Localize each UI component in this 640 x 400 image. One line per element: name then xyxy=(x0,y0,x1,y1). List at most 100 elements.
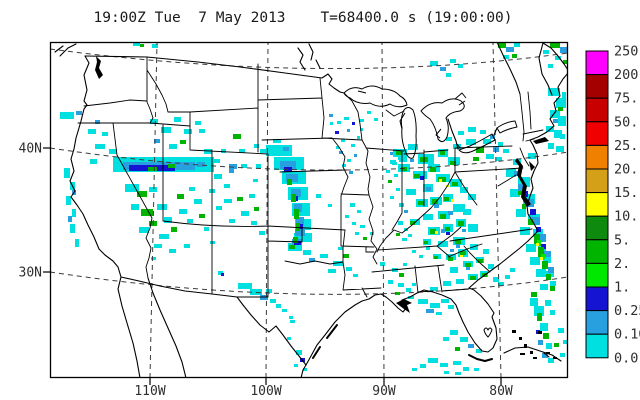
precip-cell xyxy=(563,340,567,344)
precip-cell xyxy=(363,237,367,240)
precip-cell xyxy=(445,227,450,231)
precip-cell xyxy=(294,233,312,242)
precip-cell xyxy=(95,120,100,124)
colorbar-tick-label: 250. xyxy=(614,44,640,60)
precip-cell xyxy=(410,159,414,162)
precip-cell xyxy=(320,254,328,258)
precip-cell xyxy=(558,328,564,333)
precip-cell xyxy=(414,174,420,178)
precip-cell xyxy=(543,333,549,339)
precip-cell xyxy=(154,244,162,248)
colorbar-box xyxy=(585,121,609,146)
colorbar-tick-label: 1. xyxy=(614,280,630,296)
precip-cell xyxy=(550,286,555,291)
precip-cell xyxy=(125,184,139,192)
precip-cell xyxy=(218,271,223,275)
precip-cell xyxy=(204,149,212,154)
precip-cell xyxy=(354,154,357,157)
precip-cell xyxy=(420,176,424,180)
precip-cell xyxy=(558,107,563,111)
precip-cell xyxy=(476,147,484,153)
precip-cell xyxy=(428,358,438,363)
precip-cell xyxy=(229,219,235,223)
precip-cell xyxy=(468,194,476,200)
precip-cell xyxy=(558,116,566,126)
precip-cell xyxy=(412,250,416,253)
precip-cell xyxy=(548,143,554,149)
precip-cell xyxy=(555,56,561,60)
precip-cell xyxy=(266,289,272,293)
precip-cell xyxy=(390,196,394,199)
colorbar-tick-label: 15. xyxy=(614,185,638,201)
precip-cell xyxy=(238,283,252,289)
precip-cell xyxy=(430,229,436,234)
precip-cell xyxy=(296,217,304,225)
precip-cell xyxy=(460,255,463,257)
bahamas-islands xyxy=(512,330,557,359)
precip-cell xyxy=(538,247,544,257)
precip-cell xyxy=(450,59,456,63)
colorbar-box xyxy=(585,286,609,312)
precip-cell xyxy=(380,262,385,266)
precip-cell xyxy=(556,98,566,108)
precip-cell xyxy=(498,282,504,286)
plot-title: 19:00Z Tue 7 May 2013 T=68400.0 s (19:00… xyxy=(93,10,513,26)
precip-cell xyxy=(239,149,245,153)
precip-cell xyxy=(418,201,424,205)
precip-cell xyxy=(149,187,157,192)
precip-cell xyxy=(534,306,544,316)
great-lakes xyxy=(343,85,518,159)
precip-cell xyxy=(395,292,400,295)
precip-cell xyxy=(448,211,453,215)
precip-cell xyxy=(174,117,181,122)
precip-cell xyxy=(338,247,343,250)
precip-cell xyxy=(396,188,400,191)
precip-cell xyxy=(512,54,517,58)
precip-cell xyxy=(390,160,396,164)
precip-cell xyxy=(458,64,463,68)
precip-cell xyxy=(70,224,75,233)
precip-cell xyxy=(109,149,117,154)
axis-labels: 40N 30N 110W 100W 90W 80W xyxy=(19,142,513,400)
precip-cell xyxy=(295,229,305,236)
precip-cell xyxy=(476,349,482,353)
precip-cell xyxy=(439,179,442,182)
precip-cell xyxy=(528,153,536,159)
precip-cell xyxy=(229,164,237,169)
precip-cell xyxy=(518,191,522,195)
precip-cell xyxy=(493,277,499,282)
precip-cell xyxy=(456,279,464,284)
precip-cell xyxy=(229,169,234,173)
precip-cell xyxy=(224,184,230,188)
precip-cell xyxy=(560,134,565,139)
precip-cell xyxy=(72,209,76,217)
precip-cell xyxy=(330,122,333,125)
precip-cell xyxy=(452,182,458,186)
precip-cell xyxy=(478,259,483,263)
precip-cell xyxy=(399,273,404,277)
precip-cell xyxy=(526,244,536,252)
precip-cell xyxy=(341,139,345,142)
precip-cell xyxy=(266,145,292,156)
precip-cell xyxy=(137,191,147,197)
precip-cell xyxy=(388,280,393,284)
precip-cell xyxy=(426,187,431,191)
precip-cell xyxy=(450,267,458,273)
precip-cell xyxy=(553,119,558,123)
precipitation-layer xyxy=(60,43,567,375)
precip-cell xyxy=(345,215,349,218)
precip-cell xyxy=(64,168,70,178)
precip-cell xyxy=(540,284,548,290)
precip-cell xyxy=(289,245,295,249)
colorbar-tick-label: 200. xyxy=(614,67,640,83)
colorbar-box xyxy=(585,168,609,194)
coastline xyxy=(54,43,567,377)
precip-cell xyxy=(434,256,438,259)
precip-cell xyxy=(221,273,224,276)
precip-cell xyxy=(398,283,404,287)
precip-cell xyxy=(530,209,536,215)
precip-cell xyxy=(406,288,411,292)
precip-cell xyxy=(221,149,226,153)
